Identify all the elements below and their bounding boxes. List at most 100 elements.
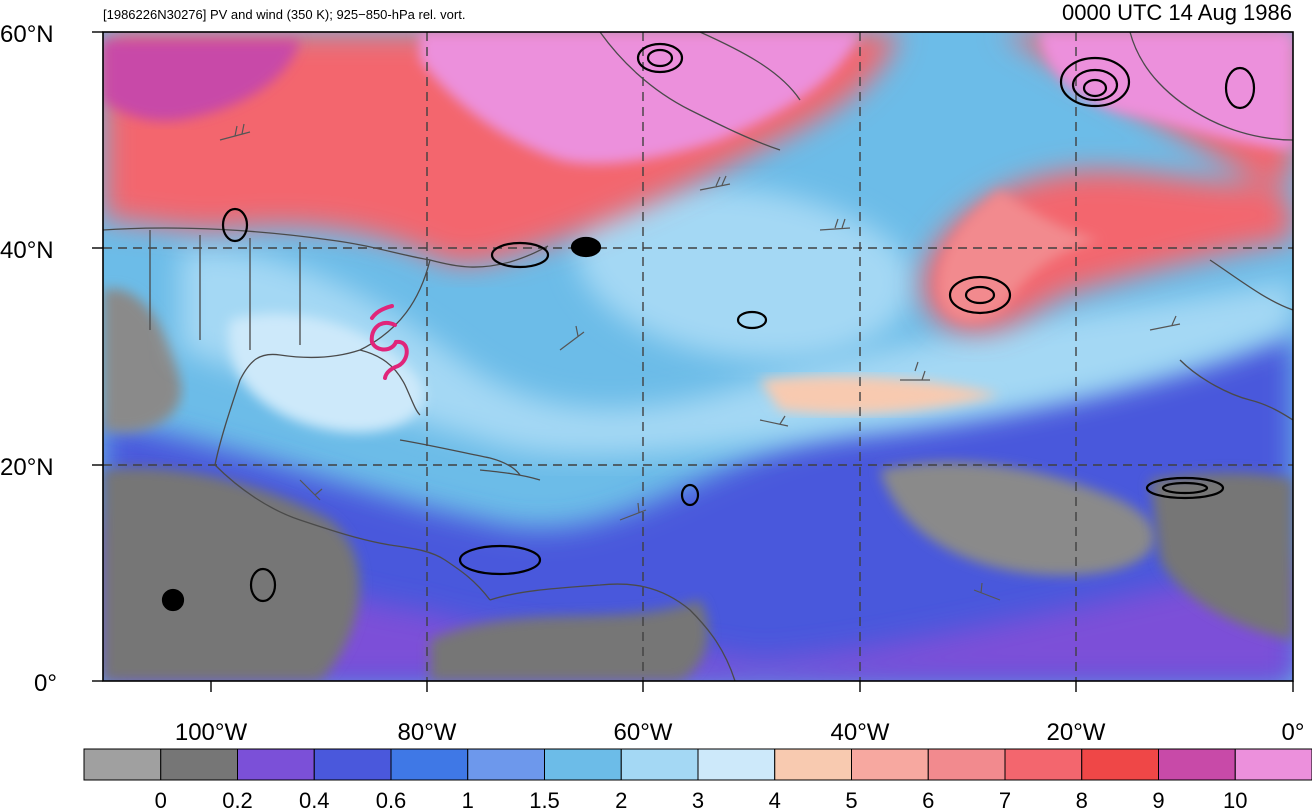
wind-barbs [219, 123, 1181, 601]
colorbar-tick-labels: 0 0.2 0.4 0.6 1 1.5 2 3 4 5 6 7 8 9 10 [155, 788, 1248, 810]
vorticity-contour [948, 275, 1012, 315]
lon-label: 80°W [398, 719, 457, 746]
wind-barb [1149, 315, 1181, 331]
wind-barb [819, 218, 851, 231]
colorbar-tick-label: 10 [1223, 788, 1247, 810]
coastline-florida [359, 349, 421, 416]
colorbar-tick-label: 4 [769, 788, 781, 810]
map-panel [103, 32, 1293, 681]
map-frame [102, 31, 1294, 682]
coastline-cuba [399, 439, 521, 476]
lat-label: 0° [34, 670, 57, 697]
coastlines [103, 32, 1293, 681]
pv-region-very-low-africa [1150, 472, 1293, 640]
wind-barb [299, 479, 323, 501]
colorbar-tick-label: 6 [922, 788, 934, 810]
lat-label: 60°N [0, 21, 54, 48]
lat-ticks [92, 31, 103, 682]
lon-label: 20°W [1047, 719, 1106, 746]
lon-labels: 100°W 80°W 60°W 40°W 20°W 0° [175, 719, 1305, 746]
colorbar-box [697, 748, 776, 781]
pv-region-very-low-mexico [103, 467, 360, 681]
colorbar-tick-label: 5 [845, 788, 857, 810]
figure-left-title: [1986226N30276] PV and wind (350 K); 925… [103, 7, 466, 22]
colorbar-box [1081, 748, 1159, 781]
wind-barb [699, 175, 731, 191]
lat-labels: 60°N 40°N 20°N 0° [0, 21, 57, 697]
vorticity-contour [1071, 68, 1119, 102]
lon-label: 100°W [175, 719, 248, 746]
lon-label: 0° [1282, 719, 1305, 746]
coastline-europe [1129, 32, 1293, 311]
pv-region-very-low-atlantic [880, 461, 1155, 576]
vorticity-contour [1161, 481, 1209, 495]
colorbar-box [313, 748, 392, 781]
vorticity-contour [636, 42, 684, 74]
pv-region-very-low-southamerica [430, 600, 709, 681]
wind-barb [559, 325, 585, 351]
vorticity-contour [646, 48, 674, 68]
colorbar-tick-label: 2 [615, 788, 627, 810]
colorbar-tick-label: 0.4 [299, 788, 330, 810]
lat-label: 20°N [0, 454, 54, 481]
storm-symbol-top-arm [369, 321, 398, 352]
pv-region-very-high-north [420, 32, 860, 164]
vorticity-contours [161, 42, 1256, 612]
vorticity-contour [249, 567, 277, 603]
wind-barb [900, 361, 930, 381]
colorbar-box [927, 748, 1006, 781]
pv-region-mid-band [180, 248, 1293, 456]
figure-right-title: 0000 UTC 14 Aug 1986 [1062, 0, 1292, 25]
tropical-cyclone-icon [369, 304, 409, 380]
pv-region-low-tropics [103, 330, 1293, 681]
lon-ticks [210, 681, 1294, 692]
vorticity-contour [161, 588, 185, 612]
coastline-grid-states [149, 230, 301, 350]
graticule [103, 32, 1293, 681]
coastline-north-america-east [103, 227, 549, 466]
colorbar-box [1158, 748, 1236, 781]
colorbar-tick-label: 3 [692, 788, 704, 810]
colorbar-tick-label: 9 [1152, 788, 1164, 810]
colorbar-box [620, 748, 699, 781]
wind-barb [619, 502, 647, 521]
colorbar-box [544, 748, 622, 781]
pv-region-east-tongue [760, 375, 1000, 415]
pv-region-very-low-caribbean [103, 288, 182, 433]
vorticity-contour [736, 310, 768, 330]
colorbar-tick-label: 0.6 [376, 788, 407, 810]
pv-region-very-high-northwest [103, 40, 300, 121]
colorbar-box [774, 748, 852, 781]
colorbar-box [83, 748, 162, 781]
pv-region-gulf-light [228, 313, 424, 433]
vorticity-contour [680, 483, 700, 507]
coastline-central-america [214, 464, 491, 601]
pv-field [103, 32, 1293, 681]
colorbar-box [1004, 748, 1083, 781]
colorbar-box [160, 748, 238, 781]
colorbar [83, 748, 1312, 781]
wind-barb [219, 123, 251, 141]
colorbar-box [467, 748, 545, 781]
pv-region-streamer [938, 190, 1100, 323]
lon-label: 40°W [831, 719, 890, 746]
wind-barb [759, 415, 789, 427]
wind-barb [973, 582, 1001, 601]
lat-label: 40°N [0, 237, 54, 264]
colorbar-tick-label: 7 [999, 788, 1011, 810]
colorbar-tick-label: 8 [1076, 788, 1088, 810]
vorticity-contour [964, 285, 996, 305]
colorbar-tick-label: 0.2 [222, 788, 253, 810]
lon-label: 60°W [614, 719, 673, 746]
vorticity-contour [1224, 66, 1256, 110]
coastline-hispaniola [479, 469, 541, 481]
colorbar-box [390, 748, 469, 781]
storm-symbol-bottom-arm [383, 339, 409, 380]
colorbar-box [1234, 748, 1312, 781]
vorticity-contour [570, 236, 602, 258]
colorbar-box [851, 748, 929, 781]
coastline-greenland-canada [599, 32, 801, 151]
coastline-africa [1179, 359, 1293, 421]
coastline-south-america [489, 583, 736, 681]
